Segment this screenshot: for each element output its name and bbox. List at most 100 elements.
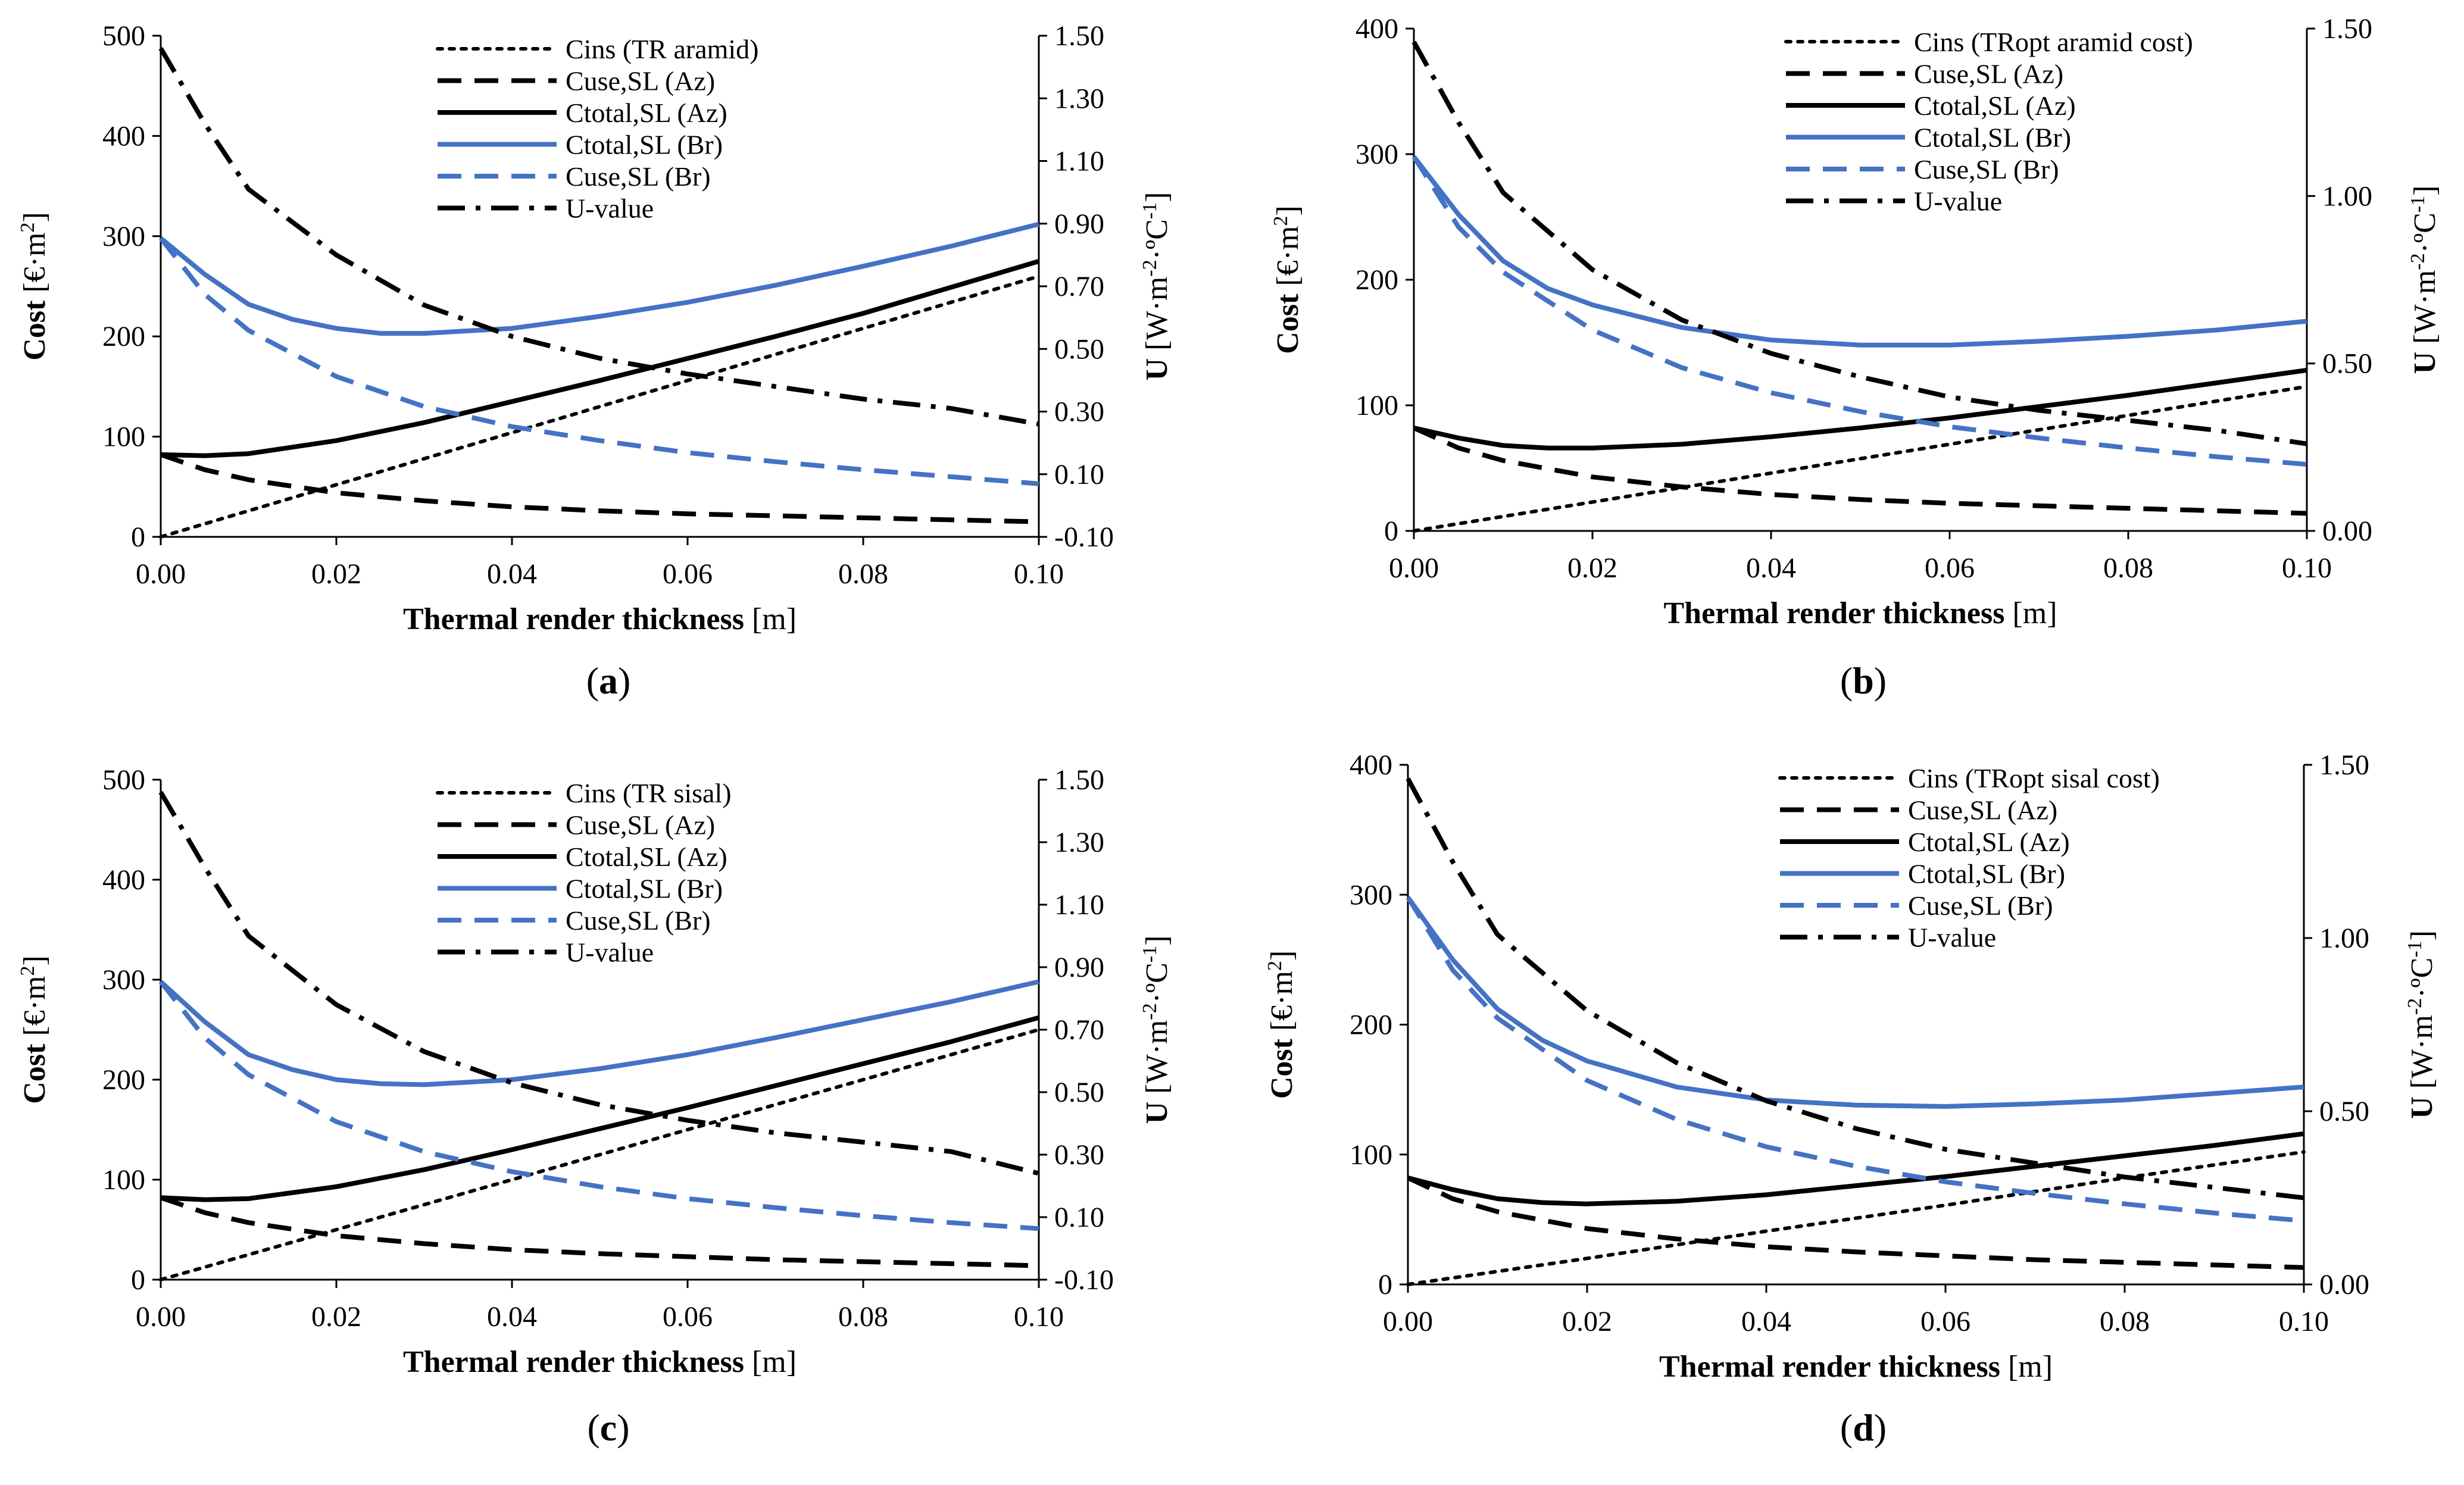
x-axis-title-unit: [m] (744, 1345, 797, 1379)
y-tick-label: 100 (102, 1164, 145, 1196)
x-tick-label: 0.06 (1920, 1306, 1970, 1337)
x-tick-label: 0.04 (487, 1301, 537, 1333)
panel-label: (b) (1840, 659, 1887, 702)
y-axis-title-end: ] (1271, 205, 1305, 215)
x-axis-title-bold: Thermal render thickness (403, 1345, 744, 1379)
y2-tick-label: 1.50 (2322, 13, 2372, 45)
y2-axis-title-bold: U (1140, 1102, 1174, 1124)
chart-panel-c: 0.00 0.02 0.04 0.06 0.08 0.10 0 100 200 300 400 500… (17, 764, 1174, 1449)
y2-axis-title-sup: -2 (2407, 253, 2429, 270)
legend-label: Cuse,SL (Br) (1908, 890, 2053, 921)
series-line-3 (159, 221, 1039, 336)
y-tick-label: 300 (1350, 879, 1392, 911)
legend-label: U-value (566, 937, 654, 968)
panel-label-open: ( (1840, 659, 1853, 702)
y-tick-label: 300 (102, 964, 145, 996)
y2-axis-title: U [W·m-2·ºC-1] (1139, 192, 1174, 381)
legend-label: Cuse,SL (Az) (566, 66, 715, 96)
panel-label-close: ) (1874, 1406, 1887, 1449)
y-axis-title: Cost [€·m2] (1264, 951, 1299, 1099)
y2-tick-label: 1.00 (2322, 180, 2372, 212)
x-tick-label: 0.04 (1741, 1306, 1791, 1337)
series-line-5 (158, 790, 1039, 1176)
series-line-4 (158, 236, 1039, 486)
legend-label: Ctotal,SL (Br) (1908, 859, 2065, 889)
x-tick-label: 0.08 (838, 1301, 888, 1333)
x-tick-label: 0.10 (1014, 558, 1064, 590)
x-tick-label: 0.00 (136, 1301, 186, 1333)
x-tick-label: 0.10 (2282, 552, 2332, 584)
x-axis-title-unit: [m] (2004, 596, 2057, 630)
x-tick-label: 0.00 (1389, 552, 1439, 584)
y-axis-title-unit: [€·m (18, 233, 52, 301)
y-axis-title-bold: Cost (1271, 293, 1305, 354)
y-tick-label: 300 (1356, 139, 1398, 170)
legend-label: Cins (TR sisal) (566, 778, 732, 808)
y-axis-title: Cost [€·m2] (17, 955, 52, 1104)
y-tick-label: 100 (1350, 1139, 1392, 1171)
y-tick-label: 200 (1350, 1009, 1392, 1041)
legend-label: U-value (1908, 923, 1996, 953)
x-tick-label: 0.06 (663, 1301, 713, 1333)
y2-tick-label: 0.90 (1054, 952, 1104, 983)
series-line-3 (159, 979, 1039, 1087)
y2-tick-label: 0.50 (1054, 333, 1104, 365)
legend-label: U-value (566, 193, 654, 224)
series-line-3 (1406, 896, 2304, 1109)
y2-tick-label: 1.50 (1054, 20, 1104, 52)
y2-tick-label: 0.10 (1054, 1202, 1104, 1233)
y2-axis-title-mid: ·ºC (2408, 212, 2442, 253)
y-axis-title-end: ] (18, 955, 52, 965)
panel-label-open: ( (1840, 1406, 1853, 1449)
y2-axis-title: U [W·m-2·ºC-1] (2407, 186, 2442, 374)
legend-label: Cuse,SL (Az) (1908, 795, 2057, 826)
legend-label: Cuse,SL (Az) (566, 810, 715, 840)
panel-label-close: ) (617, 1406, 629, 1449)
y2-axis-title-mid: ·ºC (2405, 958, 2439, 998)
series-line-5 (158, 47, 1039, 427)
x-axis-title: Thermal render thickness [m] (1663, 596, 2057, 630)
x-tick-label: 0.00 (1383, 1306, 1433, 1337)
legend-label: Cuse,SL (Br) (1914, 154, 2059, 185)
y-tick-label: 100 (102, 421, 145, 453)
y2-tick-label: 0.00 (2322, 515, 2372, 547)
y-tick-label: 400 (1356, 13, 1398, 45)
y-tick-label: 0 (1378, 1269, 1392, 1300)
y-tick-label: 400 (102, 864, 145, 896)
panel-label-close: ) (1874, 659, 1887, 702)
y-axis-title-unit: [€·m (18, 976, 52, 1044)
x-tick-label: 0.02 (311, 558, 361, 590)
y2-tick-label: 1.50 (1054, 764, 1104, 796)
y-axis-title-end: ] (18, 212, 52, 222)
y-tick-label: 400 (1350, 749, 1392, 781)
y2-tick-label: 1.00 (2319, 923, 2369, 954)
y2-tick-label: 0.30 (1054, 396, 1104, 428)
y-axis-title-bold: Cost (18, 1043, 52, 1104)
y2-axis-title-sup: -1 (2407, 196, 2429, 212)
y-axis-title-unit: [€·m (1265, 971, 1299, 1039)
y2-axis-title-bold: U (2408, 352, 2442, 374)
x-tick-label: 0.08 (2100, 1306, 2150, 1337)
legend-label: Cins (TR aramid) (566, 34, 759, 64)
y2-axis-title-sup: -1 (1139, 946, 1161, 962)
legend-label: Ctotal,SL (Az) (566, 842, 727, 872)
series-line-4 (1411, 155, 2307, 467)
chart-panel-a: 0.00 0.02 0.04 0.06 0.08 0.10 0 100 200 300 400 500… (17, 20, 1174, 702)
legend-label: Cins (TRopt aramid cost) (1914, 27, 2193, 57)
y-tick-label: 300 (102, 221, 145, 252)
x-tick-label: 0.00 (136, 558, 186, 590)
y-axis-title-unit: [€·m (1271, 226, 1305, 294)
y-tick-label: 100 (1356, 390, 1398, 421)
panel-label-letter: b (1853, 659, 1874, 702)
y2-tick-label: 0.50 (2322, 348, 2372, 380)
x-axis-title: Thermal render thickness [m] (403, 1345, 797, 1379)
y2-axis-title-unit: [W·m (1140, 1020, 1174, 1102)
y2-tick-label: 0.50 (1054, 1077, 1104, 1108)
series-line-1 (1407, 1176, 2304, 1270)
x-tick-label: 0.06 (663, 558, 713, 590)
y2-tick-label: 1.10 (1054, 889, 1104, 921)
legend-label: Ctotal,SL (Br) (566, 130, 723, 160)
panel-label-open: ( (586, 659, 599, 702)
x-tick-label: 0.04 (1746, 552, 1796, 584)
